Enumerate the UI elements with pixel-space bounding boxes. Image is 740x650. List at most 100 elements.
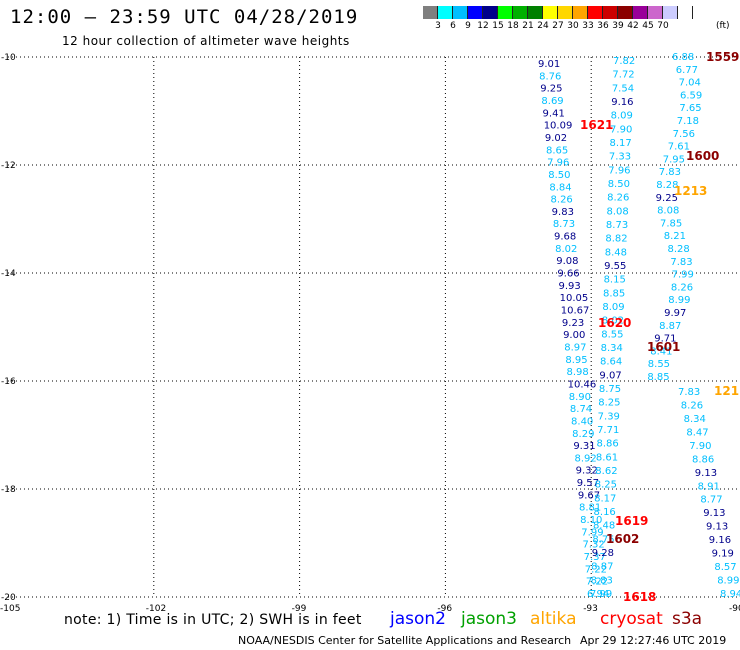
wave-height-value: 7.61 bbox=[668, 142, 690, 153]
wave-height-value: 9.93 bbox=[559, 281, 581, 292]
longitude-label: -99 bbox=[292, 604, 307, 614]
wave-height-value: 8.50 bbox=[608, 179, 630, 190]
wave-height-value: 10.46 bbox=[568, 379, 597, 390]
latitude-label: -18 bbox=[1, 485, 16, 495]
pass-time-label: 1619 bbox=[615, 514, 648, 528]
wave-height-value: 9.16 bbox=[709, 535, 731, 546]
colorbar-label: 42 bbox=[627, 21, 639, 31]
wave-height-value: 9.02 bbox=[545, 133, 567, 144]
latitude-label: -10 bbox=[1, 53, 16, 63]
colorbar-swatch bbox=[648, 6, 663, 19]
colorbar-swatch bbox=[498, 6, 513, 19]
wave-height-value: 7.33 bbox=[609, 152, 631, 163]
longitude-label: -96 bbox=[437, 604, 452, 614]
colorbar-label: 21 bbox=[522, 21, 534, 31]
map-title: 12:00 – 23:59 UTC 04/28/2019 bbox=[10, 6, 359, 28]
wave-height-value: 9.68 bbox=[554, 232, 576, 243]
wave-height-value: 7.96 bbox=[608, 165, 630, 176]
colorbar-swatch bbox=[588, 6, 603, 19]
legend-jason2: jason2 bbox=[390, 609, 446, 629]
wave-height-value: 8.48 bbox=[605, 247, 627, 258]
wave-height-value: 8.41 bbox=[650, 346, 672, 357]
wave-height-value: 9.08 bbox=[556, 256, 578, 267]
wave-height-value: 8.55 bbox=[601, 329, 623, 340]
legend-s3a: s3a bbox=[672, 609, 703, 629]
wave-height-value: 9.13 bbox=[706, 522, 728, 533]
colorbar-swatch bbox=[678, 6, 693, 19]
wave-height-value: 8.25 bbox=[595, 480, 617, 491]
wave-height-value: 9.01 bbox=[538, 59, 560, 70]
wave-height-value: 8.64 bbox=[600, 357, 622, 368]
map-axes: -10 -12 -14 -16 -18 -20-105 -102 -99 -96 -93 -90 bbox=[0, 53, 740, 614]
wave-height-value: 8.98 bbox=[566, 367, 588, 378]
wave-height-value: 8.92 bbox=[574, 453, 596, 464]
altimeter-tracks: 9.018.769.258.699.4110.099.028.657.968.5… bbox=[538, 50, 740, 604]
wave-height-value: 9.16 bbox=[611, 97, 633, 108]
wave-height-value: 8.81 bbox=[579, 503, 601, 514]
wave-height-value: 7.85 bbox=[660, 218, 682, 229]
wave-height-value: 9.13 bbox=[695, 468, 717, 479]
wave-height-value: 8.48 bbox=[593, 521, 615, 532]
wave-height-value: 9.41 bbox=[543, 108, 565, 119]
wave-height-value: 8.87 bbox=[659, 321, 681, 332]
pass-time-label: 1621 bbox=[580, 118, 613, 132]
wave-height-value: 7.90 bbox=[689, 441, 711, 452]
wave-height-value: 8.50 bbox=[548, 170, 570, 181]
colorbar-swatch bbox=[663, 6, 678, 19]
pass-time-label: 1601 bbox=[647, 340, 680, 354]
wave-height-value: 6.59 bbox=[680, 90, 702, 101]
colorbar-label: 3 bbox=[435, 21, 441, 31]
colorbar-label: 30 bbox=[567, 21, 579, 31]
colorbar-label: 12 bbox=[477, 21, 489, 31]
wave-height-value: 7.22 bbox=[586, 577, 608, 588]
wave-height-value: 7.54 bbox=[612, 83, 634, 94]
wave-height-value: 8.55 bbox=[648, 359, 670, 370]
colorbar-swatch bbox=[423, 6, 438, 19]
wave-height-value: 8.95 bbox=[565, 355, 587, 366]
colorbar-swatch bbox=[438, 6, 453, 19]
colorbar-swatch bbox=[603, 6, 618, 19]
wave-height-value: 8.10 bbox=[580, 515, 602, 526]
legend-jason3: jason3 bbox=[461, 609, 517, 629]
wave-height-value: 8.75 bbox=[599, 384, 621, 395]
wave-height-value: 8.57 bbox=[714, 562, 736, 573]
wave-height-value: 7.22 bbox=[585, 564, 607, 575]
wave-height-value: 8.76 bbox=[539, 71, 561, 82]
wave-height-value: 8.34 bbox=[684, 414, 706, 425]
colorbar-label: 39 bbox=[612, 21, 624, 31]
colorbar-swatch bbox=[633, 6, 648, 19]
wave-height-value: 8.16 bbox=[594, 507, 616, 518]
colorbar-unit: (ft) bbox=[716, 21, 730, 31]
wave-height-colorbar bbox=[423, 6, 693, 19]
wave-height-value: 8.09 bbox=[602, 302, 624, 313]
wave-height-value: 8.47 bbox=[686, 427, 708, 438]
wave-height-value: 6.77 bbox=[676, 65, 698, 76]
credit-line: NOAA/NESDIS Center for Satellite Applica… bbox=[238, 634, 572, 647]
wave-height-value: 8.87 bbox=[591, 562, 613, 573]
wave-height-value: 9.66 bbox=[557, 269, 579, 280]
wave-height-value: 6.94 bbox=[587, 589, 609, 600]
wave-height-value: 8.09 bbox=[611, 111, 633, 122]
colorbar-swatch bbox=[513, 6, 528, 19]
wave-height-value: 8.65 bbox=[546, 145, 568, 156]
wave-height-value: 9.25 bbox=[540, 84, 562, 95]
pass-time-label: 1213 bbox=[674, 184, 707, 198]
wave-height-value: 9.97 bbox=[664, 308, 686, 319]
colorbar-swatch bbox=[558, 6, 573, 19]
wave-height-value: 7.90 bbox=[610, 124, 632, 135]
wave-height-value: 8.26 bbox=[681, 400, 703, 411]
wave-height-value: 8.77 bbox=[700, 495, 722, 506]
legend-altika: altika bbox=[530, 609, 577, 629]
colorbar-label: 27 bbox=[552, 21, 564, 31]
wave-height-value: 8.26 bbox=[551, 195, 573, 206]
wave-height-value: 7.39 bbox=[598, 411, 620, 422]
wave-height-value: 7.32 bbox=[582, 540, 604, 551]
latitude-label: -14 bbox=[1, 269, 16, 279]
wave-height-value: 8.02 bbox=[555, 244, 577, 255]
pass-time-label: 121 bbox=[714, 384, 739, 398]
wave-height-value: 8.75 bbox=[592, 534, 614, 545]
longitude-label: -102 bbox=[146, 604, 166, 614]
wave-height-value: 7.83 bbox=[670, 257, 692, 268]
colorbar-swatch bbox=[543, 6, 558, 19]
